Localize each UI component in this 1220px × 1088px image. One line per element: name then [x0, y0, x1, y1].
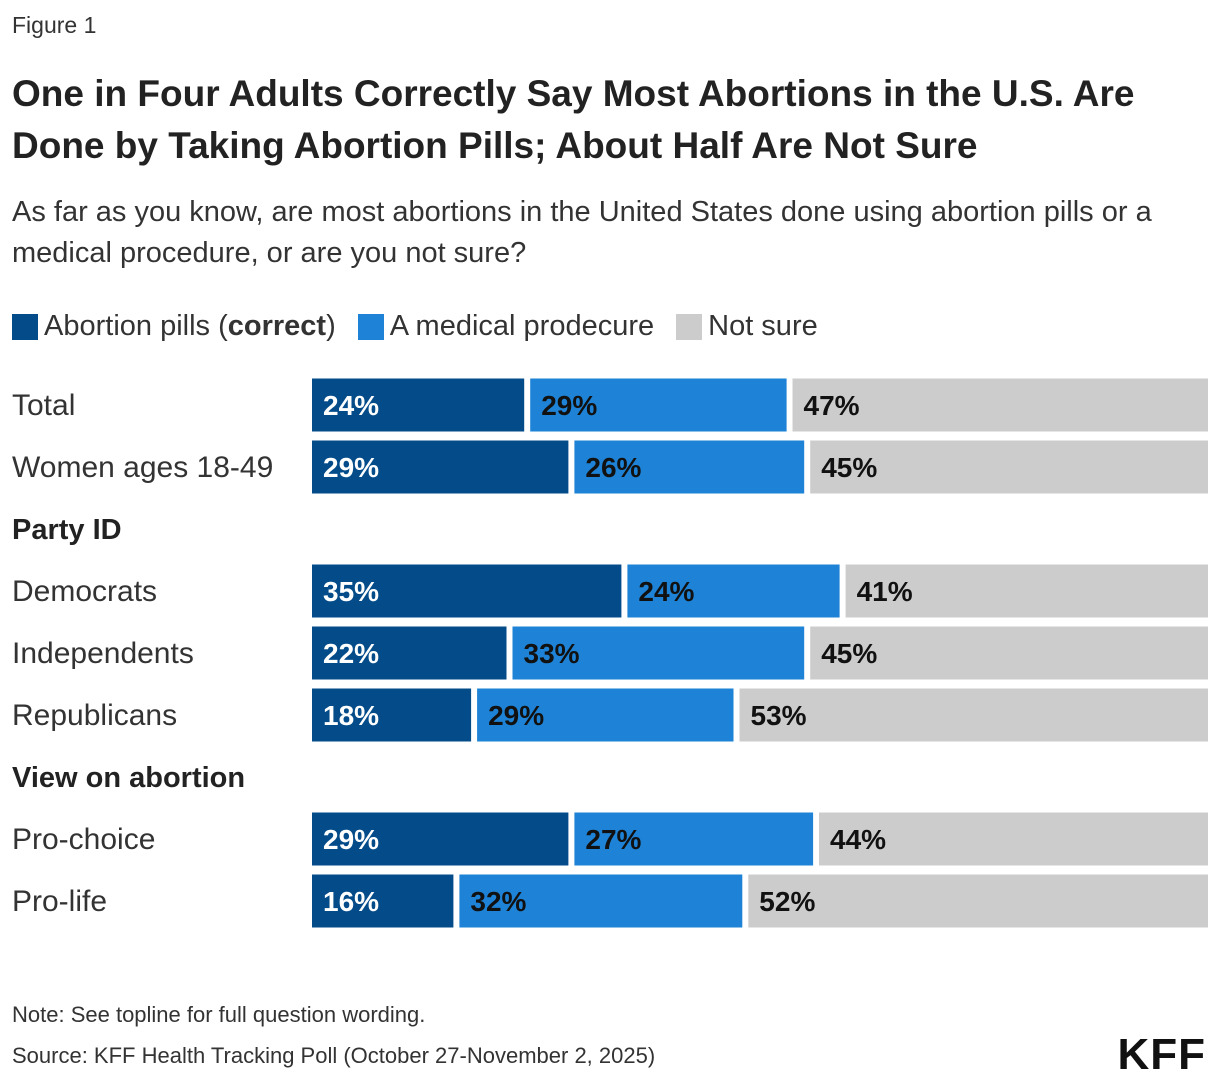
bar-republicans-abortion-pills-correct: [312, 688, 472, 742]
legend-label-not-sure: Not sure: [708, 310, 818, 342]
bar-independents-a-medical-prodecure: [512, 626, 805, 680]
note: Note: See topline for full question word…: [12, 1002, 426, 1027]
data-label-pro-life-abortion-pills-correct: 16%: [323, 886, 379, 917]
bar-independents-not-sure: [810, 626, 1208, 680]
row-label-republicans: Republicans: [12, 699, 177, 732]
data-label-independents-a-medical-prodecure: 33%: [524, 638, 580, 669]
data-label-pro-choice-not-sure: 44%: [830, 824, 886, 855]
legend-swatch-medical-procedure: [357, 313, 384, 340]
row-label-total: Total: [12, 389, 75, 422]
data-label-republicans-abortion-pills-correct: 18%: [323, 700, 379, 731]
data-label-pro-choice-abortion-pills-correct: 29%: [323, 824, 379, 855]
chart-title: One in Four Adults Correctly Say Most Ab…: [12, 73, 1135, 166]
data-label-pro-life-not-sure: 52%: [759, 886, 815, 917]
legend: Abortion pills (correct) A medical prode…: [12, 310, 840, 343]
bar-women-ages-18-49-a-medical-prodecure: [574, 440, 805, 494]
legend-label-abortion-pills: Abortion pills (correct): [44, 310, 336, 342]
bar-pro-choice-not-sure: [819, 812, 1208, 866]
row-label-independents: Independents: [12, 637, 194, 670]
kff-logo: KFF: [1117, 1030, 1206, 1079]
stacked-bar-chart: Total 24% 29% 47% Women ages 18-49 29% 26% 45% P…: [12, 378, 1208, 928]
chart-subtitle: As far as you know, are most abortions i…: [12, 196, 1152, 269]
data-label-total-not-sure: 47%: [804, 390, 860, 421]
data-label-republicans-a-medical-prodecure: 29%: [488, 700, 544, 731]
figure-label: Figure 1: [12, 12, 97, 38]
data-label-democrats-a-medical-prodecure: 24%: [638, 576, 694, 607]
bar-republicans-not-sure: [739, 688, 1208, 742]
legend-swatch-abortion-pills: [12, 313, 38, 340]
bar-republicans-a-medical-prodecure: [477, 688, 734, 742]
data-label-democrats-abortion-pills-correct: 35%: [323, 576, 379, 607]
legend-item-abortion-pills: Abortion pills (correct): [12, 310, 336, 343]
bar-democrats-abortion-pills-correct: [312, 564, 622, 618]
data-label-democrats-not-sure: 41%: [857, 576, 913, 607]
group-header-party-id: Party ID: [12, 514, 122, 546]
data-label-total-a-medical-prodecure: 29%: [541, 390, 597, 421]
bar-democrats-a-medical-prodecure: [627, 564, 840, 618]
bar-pro-life-abortion-pills-correct: [312, 874, 454, 928]
bar-women-ages-18-49-abortion-pills-correct: [312, 440, 569, 494]
source: Source: KFF Health Tracking Poll (Octobe…: [12, 1043, 656, 1068]
bar-women-ages-18-49-not-sure: [810, 440, 1208, 494]
legend-item-not-sure: Not sure: [676, 310, 818, 343]
bar-total-not-sure: [792, 378, 1208, 432]
bar-pro-choice-a-medical-prodecure: [574, 812, 814, 866]
bar-total-abortion-pills-correct: [312, 378, 525, 432]
row-label-pro-choice: Pro-choice: [12, 823, 155, 856]
row-label-democrats: Democrats: [12, 575, 157, 608]
bar-total-a-medical-prodecure: [530, 378, 787, 432]
data-label-pro-choice-a-medical-prodecure: 27%: [585, 824, 641, 855]
data-label-independents-abortion-pills-correct: 22%: [323, 638, 379, 669]
data-label-women-ages-18-49-abortion-pills-correct: 29%: [323, 452, 379, 483]
row-label-pro-life: Pro-life: [12, 885, 107, 918]
legend-swatch-not-sure: [676, 313, 703, 340]
data-label-pro-life-a-medical-prodecure: 32%: [470, 886, 526, 917]
data-label-women-ages-18-49-a-medical-prodecure: 26%: [585, 452, 641, 483]
bar-independents-abortion-pills-correct: [312, 626, 507, 680]
row-label-women-ages-18-49: Women ages 18-49: [12, 451, 273, 484]
legend-label-medical-procedure: A medical prodecure: [389, 310, 655, 342]
bar-pro-choice-abortion-pills-correct: [312, 812, 569, 866]
bar-democrats-not-sure: [845, 564, 1208, 618]
bar-pro-life-a-medical-prodecure: [459, 874, 743, 928]
bar-pro-life-not-sure: [748, 874, 1208, 928]
group-header-view-on-abortion: View on abortion: [12, 762, 245, 794]
legend-item-medical-procedure: A medical prodecure: [357, 310, 655, 343]
data-label-women-ages-18-49-not-sure: 45%: [821, 452, 877, 483]
data-label-republicans-not-sure: 53%: [751, 700, 807, 731]
data-label-total-abortion-pills-correct: 24%: [323, 390, 379, 421]
data-label-independents-not-sure: 45%: [821, 638, 877, 669]
